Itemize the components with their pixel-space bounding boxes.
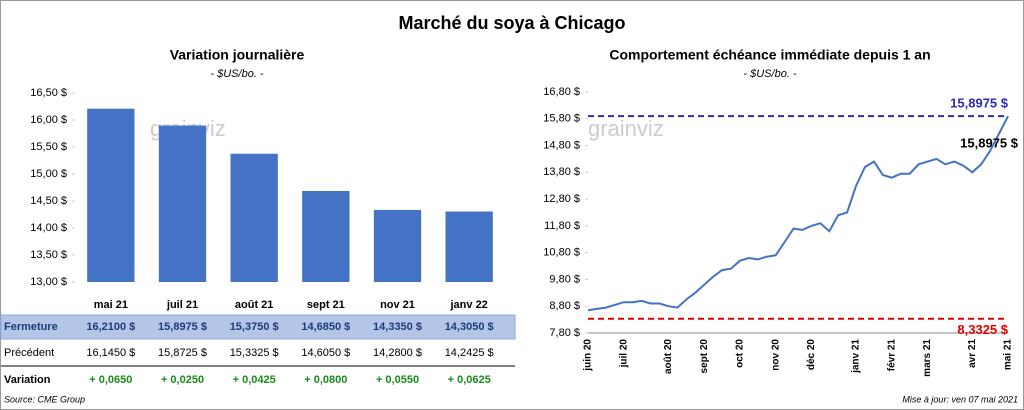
- watermark: grainviz: [588, 116, 664, 141]
- table-cell: 15,8725 $: [158, 347, 207, 359]
- bar: [445, 211, 493, 282]
- y-tick-label: 9,80 $: [549, 273, 580, 285]
- reference-label: 15,8975 $: [950, 96, 1009, 111]
- y-tick-label: 7,80 $: [549, 327, 580, 339]
- bar: [87, 108, 135, 282]
- x-tick-label: févr 21: [886, 339, 897, 372]
- y-tick-label: 14,50 $: [30, 195, 67, 207]
- bar: [158, 125, 207, 282]
- row-label: Variation: [4, 374, 51, 386]
- x-tick-label: juil 20: [618, 339, 629, 369]
- x-tick-label: juin 20: [583, 339, 594, 372]
- chart-title: Variation journalière: [170, 47, 305, 63]
- table-cell: 14,6850 $: [301, 321, 350, 333]
- x-tick-label: janv 22: [450, 299, 488, 311]
- table-cell: + 0,0800: [304, 374, 347, 386]
- y-tick-label: 15,50 $: [30, 141, 67, 153]
- y-tick-label: 16,50 $: [30, 87, 67, 99]
- y-tick-label: 8,80 $: [549, 300, 580, 312]
- table-cell: + 0,0650: [89, 374, 132, 386]
- y-tick-label: 11,80 $: [544, 220, 580, 232]
- table-cell: + 0,0550: [376, 374, 419, 386]
- table-cell: 15,3750 $: [230, 321, 279, 333]
- bar: [373, 209, 422, 282]
- x-tick-label: nov 21: [380, 299, 415, 311]
- x-tick-label: oct 20: [735, 339, 746, 368]
- table-cell: 15,8975 $: [158, 321, 207, 333]
- updated: Mise à jour: ven 07 mai 2021: [902, 394, 1018, 404]
- table-cell: 16,1450 $: [86, 347, 135, 359]
- y-tick-label: 13,80 $: [543, 166, 580, 178]
- table-cell: 14,2425 $: [445, 347, 494, 359]
- table-cell: + 0,0425: [233, 374, 276, 386]
- x-tick-label: mars 21: [922, 339, 933, 377]
- y-tick-label: 15,80 $: [543, 113, 580, 125]
- x-tick-label: sept 21: [307, 299, 345, 311]
- x-tick-label: sept 20: [699, 339, 710, 374]
- x-tick-label: janv 21: [851, 339, 862, 374]
- y-tick-label: 16,00 $: [30, 114, 67, 126]
- row-label: Précédent: [4, 347, 54, 359]
- x-tick-label: nov 20: [770, 339, 781, 371]
- x-tick-label: mai 21: [1003, 339, 1014, 371]
- table-cell: + 0,0625: [448, 374, 491, 386]
- x-tick-label: avr 21: [967, 339, 978, 368]
- y-tick-label: 15,00 $: [30, 168, 67, 180]
- y-tick-label: 10,80 $: [543, 247, 580, 259]
- table-cell: 15,3325 $: [230, 347, 279, 359]
- chart-subtitle: - $US/bo. -: [210, 68, 264, 80]
- table-cell: + 0,0250: [161, 374, 204, 386]
- bar: [302, 191, 350, 282]
- x-tick-label: juil 21: [166, 299, 198, 311]
- table-cell: 16,2100 $: [86, 321, 135, 333]
- x-tick-label: déc 20: [806, 339, 817, 371]
- table-cell: 14,3350 $: [373, 321, 422, 333]
- bar: [230, 153, 278, 282]
- table-cell: 14,6050 $: [301, 347, 350, 359]
- table-cell: 14,3050 $: [445, 321, 494, 333]
- x-tick-label: mai 21: [94, 299, 128, 311]
- page-title: Marché du soya à Chicago: [398, 13, 625, 33]
- table-cell: 14,2800 $: [373, 347, 422, 359]
- price-line: [587, 115, 1009, 312]
- chart-subtitle: - $US/bo. -: [743, 68, 797, 80]
- y-tick-label: 14,80 $: [543, 139, 580, 151]
- x-tick-label: août 20: [663, 339, 674, 374]
- last-value-label: 15,8975 $: [960, 136, 1019, 151]
- row-highlight: [0, 314, 516, 340]
- source: Source: CME Group: [4, 394, 85, 404]
- x-tick-label: août 21: [235, 299, 274, 311]
- chart-title: Comportement échéance immédiate depuis 1…: [609, 47, 930, 63]
- y-tick-label: 12,80 $: [543, 193, 580, 205]
- reference-label: 8,3325 $: [957, 322, 1008, 337]
- y-tick-label: 13,00 $: [30, 276, 67, 288]
- y-tick-label: 13,50 $: [30, 249, 67, 261]
- y-tick-label: 14,00 $: [30, 222, 67, 234]
- row-label: Fermeture: [4, 321, 58, 333]
- y-tick-label: 16,80 $: [543, 86, 580, 98]
